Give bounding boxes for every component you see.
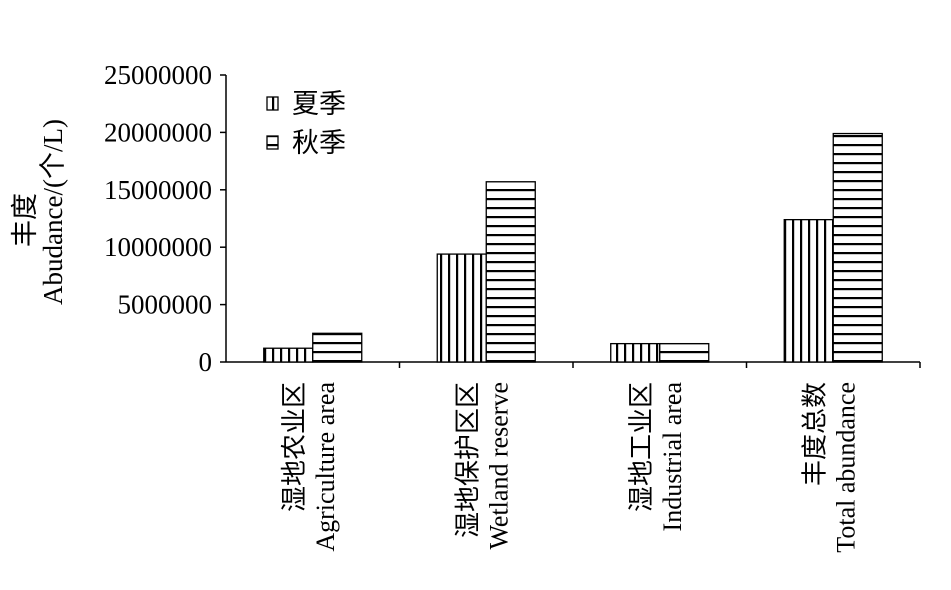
category-label: 湿地农业区 Agriculture area bbox=[280, 382, 340, 552]
y-tick-label: 20000000 bbox=[104, 117, 212, 147]
legend-swatch-autumn bbox=[266, 135, 279, 150]
bar-summer bbox=[783, 218, 834, 363]
category-label-en: Industrial area bbox=[658, 382, 687, 532]
legend-label-autumn: 秋季 bbox=[292, 128, 346, 158]
legend-swatch-summer bbox=[266, 96, 279, 111]
category-label-en: Wetland reserve bbox=[484, 382, 513, 550]
category-label-cn: 丰度总数 bbox=[800, 382, 829, 486]
bar-autumn bbox=[659, 342, 710, 363]
category-label: 湿地工业区 Industrial area bbox=[627, 382, 687, 532]
y-tick-label: 15000000 bbox=[104, 175, 212, 205]
legend: 夏季 秋季 bbox=[266, 89, 346, 158]
bar-autumn bbox=[485, 181, 536, 363]
category-label: 湿地保护区区 Wetland reserve bbox=[453, 382, 513, 550]
bar-autumn bbox=[832, 132, 883, 363]
x-ticks bbox=[398, 362, 921, 368]
bar-summer bbox=[263, 347, 314, 363]
y-axis-title: 丰度 Abudance/(个/L) bbox=[10, 119, 68, 305]
category-label: 丰度总数 Total abundance bbox=[800, 382, 860, 553]
category-label-en: Total abundance bbox=[831, 382, 860, 553]
legend-label-summer: 夏季 bbox=[292, 89, 346, 119]
y-ticks: 0 5000000 10000000 15000000 20000000 25000000 bbox=[104, 60, 226, 377]
y-tick-label: 25000000 bbox=[104, 60, 212, 90]
category-label-en: Agriculture area bbox=[311, 382, 340, 552]
y-axis-title-cn: 丰度 bbox=[10, 193, 40, 247]
y-tick-label: 10000000 bbox=[104, 232, 212, 262]
bar-summer bbox=[610, 342, 661, 363]
category-label-cn: 湿地保护区区 bbox=[453, 382, 482, 538]
category-label-cn: 湿地工业区 bbox=[627, 382, 656, 512]
y-tick-label: 5000000 bbox=[118, 290, 213, 320]
category-labels: 湿地农业区 Agriculture area 湿地保护区区 Wetland reser… bbox=[280, 382, 861, 553]
category-label-cn: 湿地农业区 bbox=[280, 382, 309, 512]
y-tick-label: 0 bbox=[199, 347, 213, 377]
bar-summer bbox=[436, 253, 487, 363]
y-axis-title-en: Abudance/(个/L) bbox=[38, 119, 68, 305]
bars bbox=[263, 132, 883, 363]
bar-autumn bbox=[312, 332, 363, 363]
